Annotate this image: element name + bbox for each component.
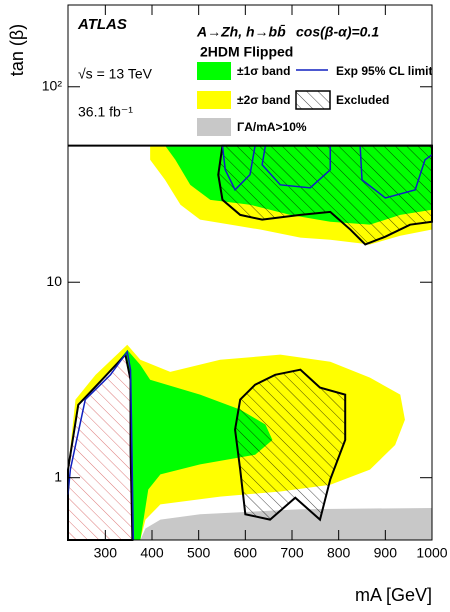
expected-limit — [261, 145, 332, 189]
plot-area — [67, 144, 433, 541]
band-region — [140, 507, 433, 540]
legend-label: Excluded — [336, 93, 389, 107]
y-tick-label: 1 — [54, 468, 62, 484]
chart-subtitle: cos(β-α)=0.1 — [296, 24, 379, 40]
x-axis-label: mA [GeV] — [355, 585, 432, 605]
model-label: 2HDM Flipped — [200, 44, 293, 60]
x-tick-label: 300 — [94, 545, 118, 561]
legend-label: Exp 95% CL limit — [336, 64, 432, 78]
x-tick-label: 600 — [234, 545, 258, 561]
x-tick-label: 400 — [140, 545, 164, 561]
y-tick-label: 10 — [46, 273, 62, 289]
y-axis-label: tan (β) — [7, 24, 27, 76]
legend-swatch — [197, 62, 231, 80]
y-tick-label: 10² — [42, 77, 63, 93]
luminosity-label: 36.1 fb⁻¹ — [78, 104, 133, 120]
x-tick-label: 700 — [280, 545, 304, 561]
chart-title: A→Zh, h→bb̄ — [196, 23, 286, 40]
legend-swatch — [197, 118, 231, 136]
x-tick-label: 500 — [187, 545, 211, 561]
excluded-region — [234, 368, 347, 522]
x-tick-label: 1000 — [416, 545, 447, 561]
legend-label: ΓA/mA>10% — [237, 120, 307, 134]
excluded-region — [217, 144, 433, 246]
legend-swatch — [295, 90, 331, 110]
excluded-region — [67, 352, 134, 541]
expected-limit — [359, 145, 433, 199]
energy-label: √s = 13 TeV — [78, 66, 153, 82]
legend-label: ±2σ band — [237, 93, 290, 107]
legend-label: ±1σ band — [237, 64, 290, 78]
expected-limit — [221, 145, 256, 192]
x-tick-label: 800 — [327, 545, 351, 561]
legend-swatch — [197, 91, 231, 109]
plot-frame — [67, 4, 433, 541]
expected-limit — [67, 349, 135, 541]
experiment-label: ATLAS — [77, 16, 127, 33]
x-tick-label: 900 — [374, 545, 398, 561]
